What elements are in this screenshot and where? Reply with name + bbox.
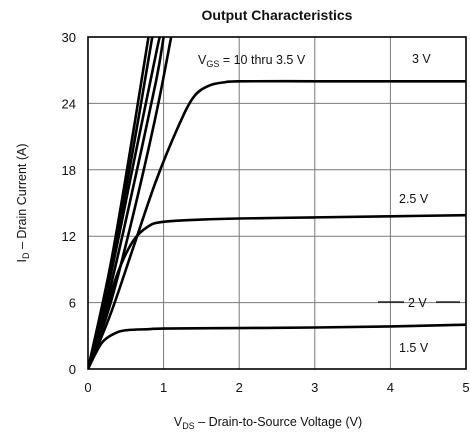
x-axis-label: VDS – Drain-to-Source Voltage (V): [174, 415, 362, 431]
series-line-1: [88, 79, 466, 369]
y-tick-label: 24: [62, 96, 76, 111]
series-line-3: [88, 323, 466, 369]
annotation-2-5v: 2.5 V: [399, 192, 429, 206]
y-tick-label: 30: [62, 30, 76, 45]
x-tick-label: 4: [387, 380, 394, 395]
y-tick-label: 12: [62, 229, 76, 244]
grid-lines: [88, 37, 466, 369]
x-tick-label: 2: [236, 380, 243, 395]
y-tick-label: 18: [62, 163, 76, 178]
curves: [88, 37, 466, 369]
series-line-2: [88, 213, 466, 369]
x-tick-label: 5: [462, 380, 469, 395]
series-line-8: [88, 37, 150, 369]
annotation-2v: 2 V: [408, 296, 427, 310]
y-tick-label: 0: [69, 362, 76, 377]
chart-title: Output Characteristics: [202, 7, 353, 23]
y-tick-label: 6: [69, 296, 76, 311]
series-line-4: [88, 37, 173, 369]
y-axis-label: ID – Drain Current (A): [15, 143, 31, 262]
x-tick-label: 3: [311, 380, 318, 395]
annotation-1-5v: 1.5 V: [399, 341, 429, 355]
x-tick-label: 0: [84, 380, 91, 395]
annotation-3v: 3 V: [412, 52, 431, 66]
series-line-5: [88, 37, 165, 369]
plot-frame: [87, 36, 467, 370]
x-tick-label: 1: [160, 380, 167, 395]
annotation-vgs-range: VGS = 10 thru 3.5 V: [198, 53, 306, 69]
